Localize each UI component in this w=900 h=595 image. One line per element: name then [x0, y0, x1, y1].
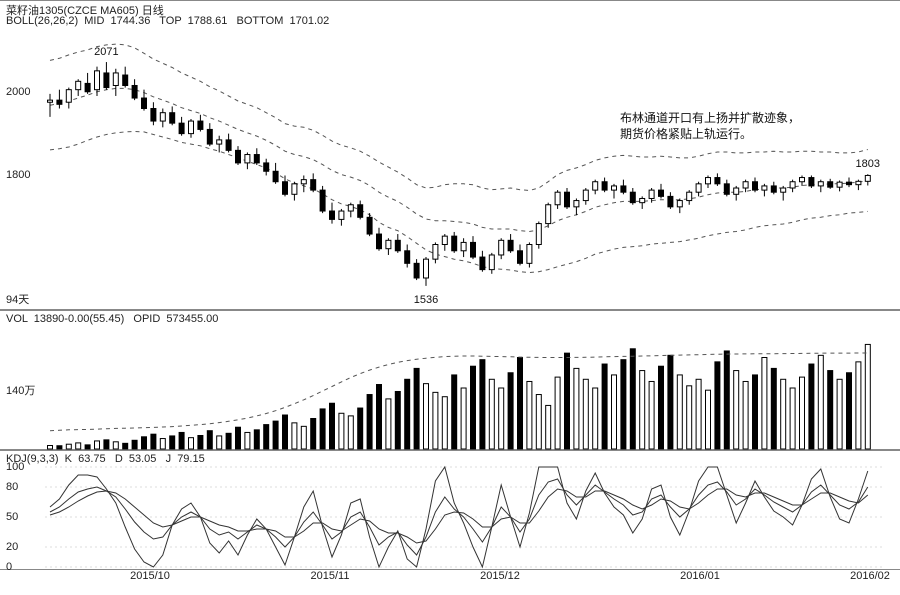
x-axis: 2015/10 2015/11 2015/12 2016/01 2016/02 — [0, 570, 900, 590]
annotation-line: 布林通道开口有上扬并扩散迹象， — [620, 111, 800, 127]
x-tick-label: 2015/10 — [130, 570, 170, 582]
y-tick-label: 1800 — [6, 169, 30, 181]
main-chart-svg — [0, 1, 900, 311]
kdj-y-tick-label: 100 — [6, 461, 24, 473]
vol-y-tick-label: 140万 — [6, 382, 35, 398]
bottom-left-label: 94天 — [6, 291, 29, 307]
kdj-y-tick-label: 50 — [6, 511, 18, 523]
price-point-label: 1536 — [414, 294, 438, 306]
kdj-y-tick-label: 80 — [6, 481, 18, 493]
annotation: 布林通道开口有上扬并扩散迹象，期货价格紧贴上轨运行。 — [620, 111, 800, 142]
volume-panel: VOL 13890-0.00(55.45) OPID 573455.00 140… — [0, 310, 900, 450]
y-tick-label: 2000 — [6, 86, 30, 98]
price-point-label: 2071 — [94, 46, 118, 58]
kdj-panel: KDJ(9,3,3) K 63.75 D 53.05 J 79.15 10080… — [0, 450, 900, 570]
chart-container: 菜籽油1305(CZCE MA605) 日线 BOLL(26,26,2) MID… — [0, 0, 900, 595]
price-point-label: 1803 — [856, 158, 880, 170]
x-tick-label: 2015/12 — [480, 570, 520, 582]
kdj-chart-svg — [0, 451, 900, 571]
x-tick-label: 2015/11 — [311, 570, 350, 582]
volume-chart-svg — [0, 311, 900, 451]
x-tick-label: 2016/02 — [850, 570, 890, 582]
annotation-line: 期货价格紧贴上轨运行。 — [620, 127, 800, 143]
kdj-y-tick-label: 20 — [6, 541, 18, 553]
x-tick-label: 2016/01 — [680, 570, 720, 582]
main-panel: 菜籽油1305(CZCE MA605) 日线 BOLL(26,26,2) MID… — [0, 0, 900, 310]
